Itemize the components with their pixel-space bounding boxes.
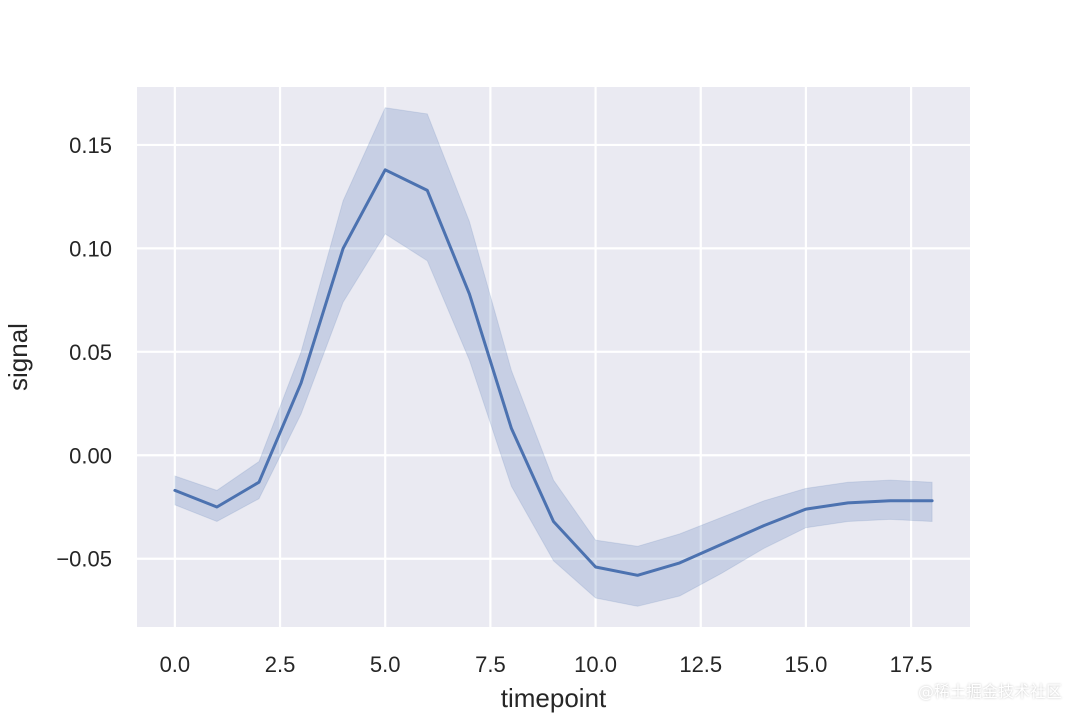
y-tick-label: 0.00 xyxy=(69,443,112,468)
x-tick-label: 17.5 xyxy=(890,652,933,677)
x-tick-label: 10.0 xyxy=(574,652,617,677)
x-axis-label: timepoint xyxy=(501,683,607,713)
watermark: @稀土掘金技术社区 xyxy=(917,682,1062,701)
plot-background xyxy=(137,87,970,627)
x-tick-label: 0.0 xyxy=(160,652,191,677)
y-tick-label: 0.15 xyxy=(69,133,112,158)
y-tick-label: 0.10 xyxy=(69,236,112,261)
y-tick-label: −0.05 xyxy=(56,547,112,572)
series-line xyxy=(173,168,934,577)
y-tick-label: 0.05 xyxy=(69,340,112,365)
y-axis-label: signal xyxy=(3,323,33,391)
x-tick-label: 5.0 xyxy=(370,652,401,677)
confidence-band xyxy=(174,107,933,607)
x-tick-label: 2.5 xyxy=(265,652,296,677)
x-tick-label: 7.5 xyxy=(475,652,506,677)
x-tick-label: 12.5 xyxy=(679,652,722,677)
x-tick-label: 15.0 xyxy=(785,652,828,677)
